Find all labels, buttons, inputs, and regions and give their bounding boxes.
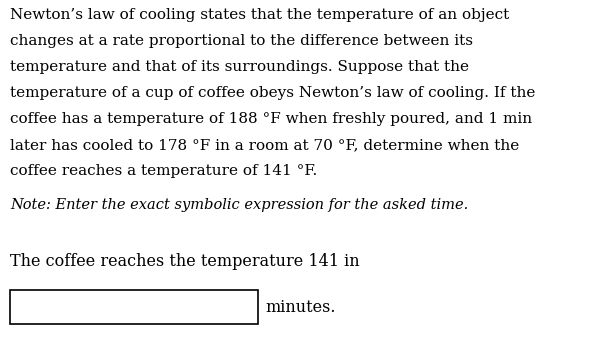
Text: coffee has a temperature of 188 °F when freshly poured, and 1 min: coffee has a temperature of 188 °F when … <box>10 112 532 126</box>
Text: Newton’s law of cooling states that the temperature of an object: Newton’s law of cooling states that the … <box>10 8 509 22</box>
Text: coffee reaches a temperature of 141 °F.: coffee reaches a temperature of 141 °F. <box>10 164 317 178</box>
Text: Note: Enter the exact symbolic expression for the asked time.: Note: Enter the exact symbolic expressio… <box>10 198 468 212</box>
Text: changes at a rate proportional to the difference between its: changes at a rate proportional to the di… <box>10 34 473 48</box>
Text: The coffee reaches the temperature 141 in: The coffee reaches the temperature 141 i… <box>10 253 359 270</box>
Text: temperature of a cup of coffee obeys Newton’s law of cooling. If the: temperature of a cup of coffee obeys New… <box>10 86 535 100</box>
Text: temperature and that of its surroundings. Suppose that the: temperature and that of its surroundings… <box>10 60 469 74</box>
Text: later has cooled to 178 °F in a room at 70 °F, determine when the: later has cooled to 178 °F in a room at … <box>10 138 519 152</box>
Text: minutes.: minutes. <box>265 298 335 315</box>
